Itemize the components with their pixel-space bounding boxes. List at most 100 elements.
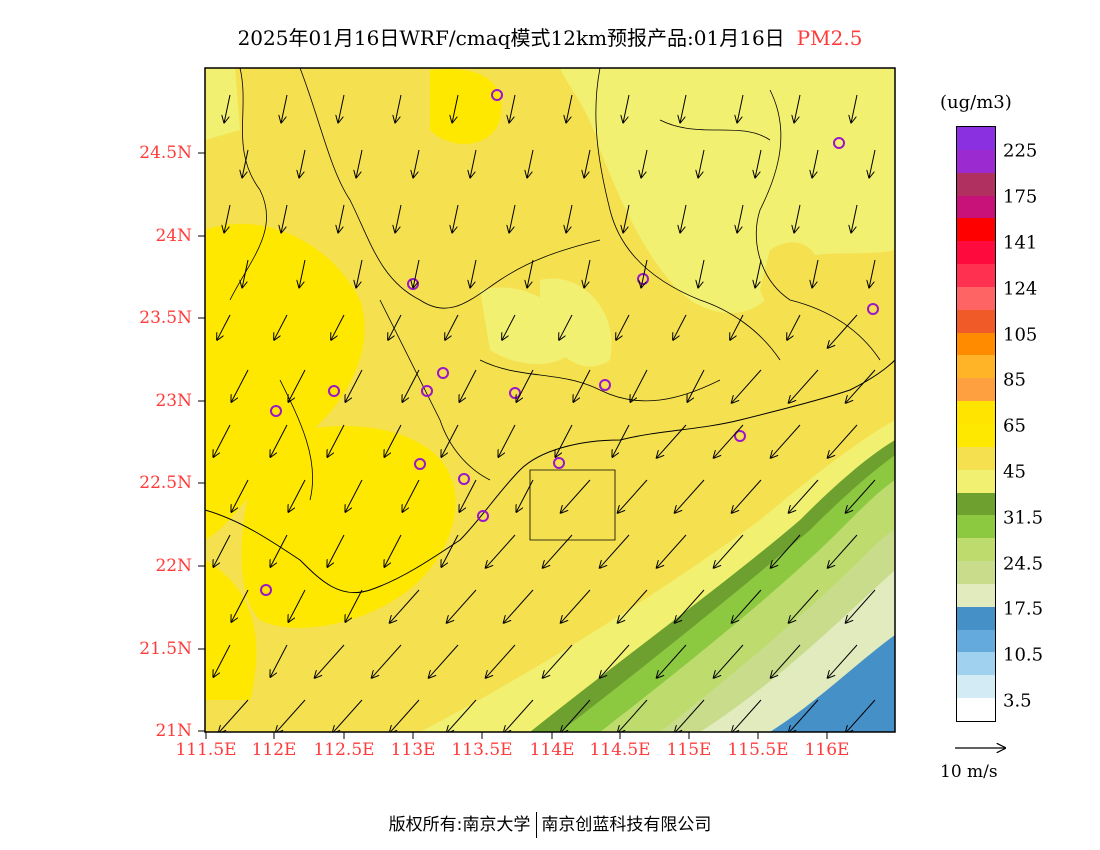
wind-arrow xyxy=(561,589,591,623)
lat-label-22: 22N xyxy=(155,556,192,576)
wind-arrow xyxy=(851,94,858,122)
wind-arrow xyxy=(680,94,687,122)
wind-arrow xyxy=(447,589,477,623)
footer: 版权所有:南京大学 南京创蓝科技有限公司 xyxy=(0,810,1100,838)
legend-label-105: 105 xyxy=(1003,324,1038,346)
wind-arrow xyxy=(846,369,876,403)
wind-arrow xyxy=(213,534,231,567)
wind-arrow xyxy=(516,369,534,402)
colorbar-swatch xyxy=(957,172,995,198)
wind-arrow xyxy=(486,534,516,568)
legend-label-31.5: 31.5 xyxy=(1003,507,1044,529)
wind-arrow xyxy=(675,479,705,513)
wind-arrow xyxy=(274,314,288,340)
lat-label-23: 23N xyxy=(155,391,192,411)
lon-label-114.5: 114.5E xyxy=(589,740,651,760)
wind-arrow xyxy=(470,149,477,177)
wind-arrow xyxy=(224,204,231,232)
wind-arrow xyxy=(338,94,345,122)
wind-arrow xyxy=(509,204,516,232)
legend-label-85: 85 xyxy=(1003,369,1026,391)
wind-arrow xyxy=(566,94,573,122)
wind-arrow xyxy=(600,534,630,568)
colorbar-swatch xyxy=(957,538,995,563)
wind-arrow xyxy=(390,699,420,732)
legend-label-175: 175 xyxy=(1003,186,1038,208)
wind-arrow xyxy=(561,699,591,732)
colorbar-swatch xyxy=(957,675,995,700)
lon-label-111.5: 111.5E xyxy=(175,740,237,760)
wind-arrow xyxy=(452,204,459,232)
map-title: 2025年01月16日WRF/cmaq模式12km预报产品:01月16日 PM2.… xyxy=(0,22,1100,51)
wind-arrow xyxy=(618,699,648,732)
wind-arrow xyxy=(299,259,306,287)
colorbar-swatch xyxy=(957,286,995,312)
wind-arrow xyxy=(388,314,402,340)
wind-arrow xyxy=(333,699,363,732)
wind-arrow xyxy=(789,479,819,513)
wind-arrow xyxy=(327,424,345,457)
colorbar-swatch xyxy=(957,378,995,403)
lon-label-115.5: 115.5E xyxy=(727,740,789,760)
wind-arrow xyxy=(384,534,402,567)
wind-arrow xyxy=(288,589,306,622)
lon-label-113.5: 113.5E xyxy=(451,740,513,760)
wind-arrow xyxy=(732,589,762,623)
wind-arrow xyxy=(395,204,402,232)
legend-unit: (ug/m3) xyxy=(940,92,1012,113)
wind-arrow xyxy=(509,94,516,122)
wind-arrow xyxy=(395,94,402,122)
wind-arrow xyxy=(331,314,345,340)
wind-arrow xyxy=(737,94,744,122)
legend-label-225: 225 xyxy=(1003,140,1038,162)
colorbar-swatch xyxy=(957,492,995,517)
wind-arrow xyxy=(281,94,288,122)
legend-label-45: 45 xyxy=(1003,461,1026,483)
wind-arrow xyxy=(732,479,762,513)
wind-arrow xyxy=(812,149,819,177)
wind-arrow xyxy=(641,259,648,287)
lon-label-115: 115E xyxy=(666,740,712,760)
wind-arrow xyxy=(315,644,345,678)
wind-arrow xyxy=(242,259,249,287)
wind-arrow xyxy=(846,479,876,513)
wind-arrow xyxy=(504,589,534,623)
colorbar-swatch xyxy=(957,264,995,289)
wind-arrow xyxy=(618,479,648,513)
legend-label-3.5: 3.5 xyxy=(1003,690,1032,712)
wind-arrow xyxy=(270,644,288,677)
wind-arrow xyxy=(231,589,249,622)
wind-arrow xyxy=(356,259,363,287)
colorbar-swatch xyxy=(957,424,995,449)
title-variable: PM2.5 xyxy=(796,26,863,50)
wind-arrow xyxy=(217,314,231,340)
wind-arrow xyxy=(502,314,516,340)
wind-arrow xyxy=(504,699,534,732)
lon-label-113: 113E xyxy=(390,740,436,760)
wind-arrow xyxy=(680,204,687,232)
wind-arrow xyxy=(345,479,363,512)
wind-arrow xyxy=(402,369,420,402)
wind-arrow xyxy=(789,589,819,623)
wind-arrow xyxy=(737,204,744,232)
wind-arrow xyxy=(828,644,858,678)
wind-arrow xyxy=(657,534,687,568)
pm25-colorbar xyxy=(956,126,996,722)
wind-arrow xyxy=(345,369,363,402)
wind-arrow xyxy=(224,94,231,122)
colorbar-swatch xyxy=(957,515,995,540)
wind-arrow xyxy=(623,204,630,232)
pm25-field xyxy=(205,68,895,732)
wind-arrow xyxy=(219,699,249,732)
wind-arrow xyxy=(869,149,876,177)
lon-label-112.5: 112.5E xyxy=(313,740,375,760)
wind-arrow xyxy=(657,644,687,678)
wind-arrow xyxy=(566,204,573,232)
wind-arrow xyxy=(714,644,744,678)
wind-arrow xyxy=(675,699,705,732)
lon-label-116: 116E xyxy=(804,740,850,760)
wind-arrow xyxy=(787,314,801,340)
wind-arrow xyxy=(459,369,477,402)
lat-label-24: 24N xyxy=(155,226,192,246)
colorbar-swatch xyxy=(957,355,995,380)
